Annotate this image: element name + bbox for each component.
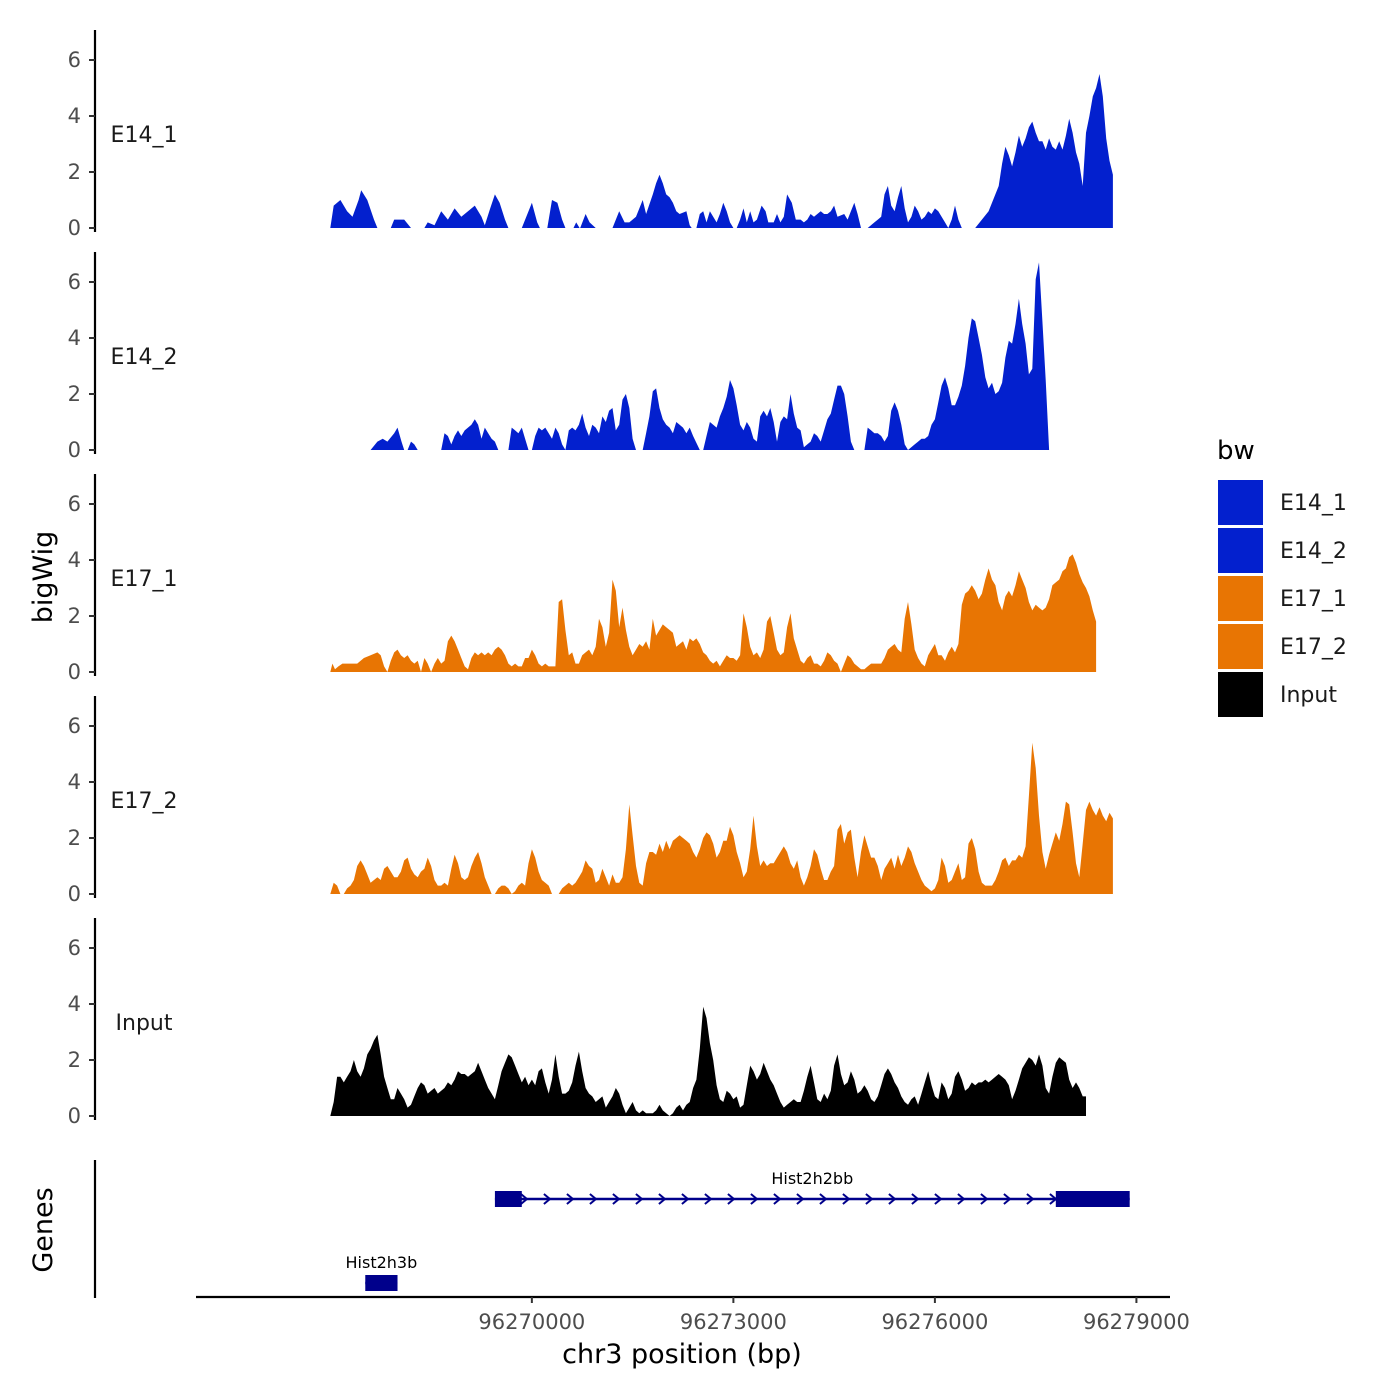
legend-entry-E14_1: E14_1 [1218, 480, 1347, 525]
track-E17_1: 0 2 4 6 E17_1 [68, 474, 1097, 684]
strand-arrow [681, 1193, 690, 1205]
strand-arrow [888, 1193, 897, 1205]
genes-panel: Hist2h2bb Hist2h3b [93, 1160, 1130, 1298]
x-tick-label: 96279000 [1083, 1310, 1190, 1334]
y-tick-label: 6 [68, 270, 81, 294]
legend-label: E17_1 [1280, 587, 1347, 612]
y-tick-label: 6 [68, 936, 81, 960]
x-axis: 96270000 96273000 96276000 96279000 [196, 1295, 1190, 1334]
legend-label: E17_2 [1280, 635, 1347, 660]
legend-swatch [1218, 672, 1263, 717]
y-axis-title: bigWig [28, 531, 59, 624]
x-axis-title: chr3 position (bp) [562, 1339, 802, 1370]
x-tick-label: 96270000 [478, 1310, 585, 1334]
gene-label: Hist2h2bb [771, 1169, 853, 1188]
x-tick-label: 96276000 [881, 1310, 988, 1334]
strand-arrow [773, 1193, 782, 1205]
strand-arrow [612, 1193, 621, 1205]
y-tick-label: 6 [68, 48, 81, 72]
legend-label: E14_2 [1280, 539, 1347, 564]
legend-entry-E14_2: E14_2 [1218, 528, 1347, 573]
coverage-area [330, 74, 1113, 228]
coverage-area [330, 1006, 1086, 1116]
strand-arrow [980, 1193, 989, 1205]
gene-Hist2h3b: Hist2h3b [346, 1253, 418, 1291]
strand-arrow [635, 1193, 644, 1205]
strand-arrow [727, 1193, 736, 1205]
strand-arrow [658, 1193, 667, 1205]
legend-label: E14_1 [1280, 491, 1347, 516]
strand-arrow [704, 1193, 713, 1205]
track-E14_1: 0 2 4 6 E14_1 [68, 30, 1113, 240]
legend-entry-E17_1: E17_1 [1218, 576, 1347, 621]
track-label: Input [116, 1011, 173, 1036]
strand-arrow [543, 1193, 552, 1205]
strand-arrow [520, 1193, 529, 1205]
y-tick-label: 4 [68, 326, 81, 350]
strand-arrow [589, 1193, 598, 1205]
y-tick-label: 6 [68, 714, 81, 738]
coverage-area [330, 554, 1097, 672]
strand-arrow [957, 1193, 966, 1205]
strand-arrow [1026, 1193, 1035, 1205]
strand-arrow [911, 1193, 920, 1205]
track-label: E14_2 [111, 345, 178, 370]
y-tick-label: 2 [68, 382, 81, 406]
gene-label: Hist2h3b [346, 1253, 418, 1272]
strand-arrow [566, 1193, 575, 1205]
track-Input: 0 2 4 6 Input [68, 918, 1086, 1128]
coverage-area [370, 262, 1050, 450]
legend-label: Input [1280, 683, 1337, 708]
strand-arrow [865, 1193, 874, 1205]
y-tick-label: 0 [68, 660, 81, 684]
coverage-area [330, 742, 1113, 894]
exon [494, 1191, 522, 1207]
legend-swatch [1218, 624, 1263, 669]
y-tick-label: 4 [68, 992, 81, 1016]
track-E14_2: 0 2 4 6 E14_2 [68, 252, 1050, 462]
strand-arrow [1003, 1193, 1012, 1205]
coverage-tracks: 0 2 4 6 E14_1 0 2 4 6 E14_2 0 2 4 6 E17_1 0 2 4 6 E17_2 0 2 4 6… [68, 30, 1113, 1128]
strand-arrow [842, 1193, 851, 1205]
y-tick-label: 2 [68, 604, 81, 628]
track-label: E14_1 [111, 123, 178, 148]
y-tick-label: 6 [68, 492, 81, 516]
exon [365, 1275, 398, 1291]
y-tick-label: 0 [68, 438, 81, 462]
legend-swatch [1218, 480, 1263, 525]
genes-panel-title: Genes [28, 1187, 59, 1272]
y-tick-label: 0 [68, 882, 81, 906]
strand-arrow [750, 1193, 759, 1205]
y-tick-label: 4 [68, 770, 81, 794]
strand-arrow [796, 1193, 805, 1205]
legend-entry-E17_2: E17_2 [1218, 624, 1347, 669]
legend-title: bw [1217, 436, 1255, 466]
track-label: E17_1 [111, 567, 178, 592]
legend-entry-Input: Input [1218, 672, 1337, 717]
y-tick-label: 2 [68, 826, 81, 850]
y-tick-label: 4 [68, 548, 81, 572]
y-tick-label: 2 [68, 160, 81, 184]
track-label: E17_2 [111, 789, 178, 814]
y-tick-label: 0 [68, 216, 81, 240]
track-E17_2: 0 2 4 6 E17_2 [68, 696, 1113, 906]
gene-Hist2h2bb: Hist2h2bb [494, 1169, 1130, 1207]
y-tick-label: 2 [68, 1048, 81, 1072]
strand-arrow [934, 1193, 943, 1205]
strand-arrow [819, 1193, 828, 1205]
exon [1055, 1191, 1130, 1207]
legend: bw E14_1 E14_2 E17_1 E17_2 Input [1217, 436, 1347, 717]
x-tick-label: 96273000 [680, 1310, 787, 1334]
y-tick-label: 0 [68, 1104, 81, 1128]
legend-swatch [1218, 576, 1263, 621]
y-tick-label: 4 [68, 104, 81, 128]
legend-swatch [1218, 528, 1263, 573]
